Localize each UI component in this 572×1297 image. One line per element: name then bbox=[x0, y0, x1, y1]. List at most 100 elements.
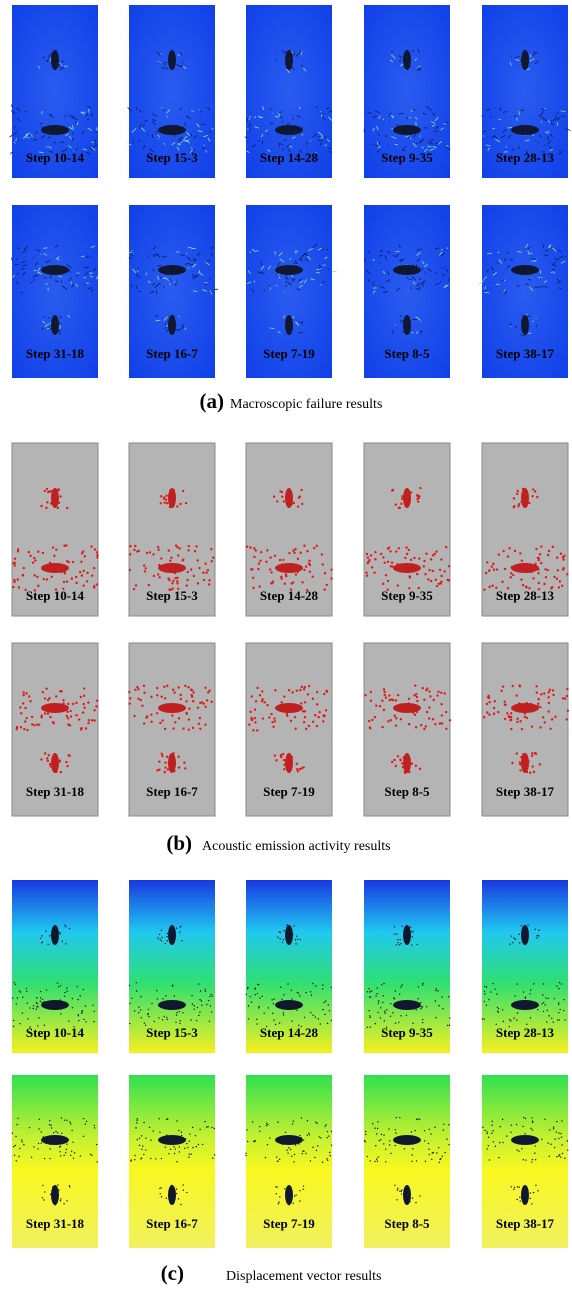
hole bbox=[393, 125, 421, 135]
ae-event bbox=[306, 550, 308, 552]
crack-point bbox=[327, 1137, 328, 1138]
crack-point bbox=[295, 1144, 296, 1145]
crack-point bbox=[182, 1184, 183, 1185]
ae-event bbox=[430, 558, 432, 560]
crack-point bbox=[305, 992, 306, 993]
hole bbox=[51, 753, 59, 773]
ae-event bbox=[552, 689, 554, 691]
crack-point bbox=[160, 1193, 161, 1194]
crack-point bbox=[525, 1159, 526, 1160]
ae-event bbox=[178, 766, 180, 768]
crack-point bbox=[259, 1126, 260, 1127]
ae-event bbox=[282, 559, 284, 561]
ae-event bbox=[440, 703, 442, 705]
crack-point bbox=[502, 1142, 503, 1143]
ae-event bbox=[283, 759, 285, 761]
ae-event bbox=[248, 723, 250, 725]
crack-point bbox=[326, 1158, 327, 1159]
ae-event bbox=[535, 548, 537, 550]
ae-event bbox=[485, 572, 487, 574]
hole bbox=[51, 488, 59, 508]
ae-event bbox=[395, 699, 397, 701]
crack-point bbox=[162, 1019, 163, 1020]
crack-point bbox=[411, 931, 412, 932]
crack-point bbox=[545, 997, 546, 998]
ae-event bbox=[387, 561, 389, 563]
crack-point bbox=[170, 1149, 171, 1150]
ae-event bbox=[93, 709, 95, 711]
crack-point bbox=[514, 995, 515, 996]
crack-point bbox=[511, 935, 512, 936]
crack-point bbox=[488, 999, 489, 1000]
crack-point bbox=[129, 985, 130, 986]
crack bbox=[91, 142, 94, 143]
ae-event bbox=[129, 697, 131, 699]
ae-event bbox=[134, 689, 136, 691]
crack bbox=[556, 258, 557, 259]
ae-event bbox=[52, 721, 54, 723]
ae-event bbox=[172, 727, 174, 729]
crack-point bbox=[544, 1119, 545, 1120]
ae-event bbox=[511, 762, 513, 764]
ae-event bbox=[447, 579, 449, 581]
ae-event bbox=[90, 545, 92, 547]
crack-point bbox=[525, 1118, 526, 1119]
crack-point bbox=[60, 1013, 61, 1014]
ae-event bbox=[22, 702, 24, 704]
ae-event bbox=[284, 583, 286, 585]
ae-event bbox=[204, 562, 206, 564]
crack-point bbox=[492, 983, 493, 984]
crack-point bbox=[39, 1119, 40, 1120]
crack-point bbox=[60, 933, 61, 934]
crack-point bbox=[547, 1010, 548, 1011]
crack-point bbox=[541, 1139, 542, 1140]
crack-point bbox=[245, 1153, 246, 1154]
ae-event bbox=[367, 561, 369, 563]
crack-point bbox=[61, 1133, 62, 1134]
crack-point bbox=[549, 1129, 550, 1130]
crack-point bbox=[322, 1009, 323, 1010]
ae-event bbox=[44, 490, 46, 492]
crack-point bbox=[259, 1131, 260, 1132]
crack bbox=[87, 119, 89, 120]
crack-point bbox=[486, 1148, 487, 1149]
ae-event bbox=[483, 589, 485, 591]
crack bbox=[559, 150, 560, 151]
ae-event bbox=[423, 560, 425, 562]
crack-point bbox=[148, 1016, 149, 1017]
ae-event bbox=[176, 577, 178, 579]
hole bbox=[393, 1135, 421, 1145]
ae-event bbox=[428, 706, 430, 708]
crack-point bbox=[147, 1014, 148, 1015]
crack-point bbox=[331, 1020, 332, 1021]
crack-point bbox=[567, 1140, 568, 1141]
crack-point bbox=[74, 1152, 75, 1153]
ae-event bbox=[488, 586, 490, 588]
crack-point bbox=[494, 988, 495, 989]
hole bbox=[168, 50, 176, 70]
ae-event bbox=[208, 583, 210, 585]
ae-event bbox=[65, 544, 67, 546]
ae-event bbox=[150, 721, 152, 723]
crack-point bbox=[500, 1126, 501, 1127]
crack-point bbox=[537, 1009, 538, 1010]
ae-event bbox=[553, 576, 555, 578]
crack-point bbox=[530, 989, 531, 990]
step-label: Step 16-7 bbox=[146, 346, 198, 361]
crack-point bbox=[412, 1154, 413, 1155]
crack-point bbox=[64, 995, 65, 996]
ae-event bbox=[381, 700, 383, 702]
ae-event bbox=[428, 717, 430, 719]
ae-event bbox=[146, 715, 148, 717]
crack-point bbox=[396, 944, 397, 945]
ae-event bbox=[14, 558, 16, 560]
crack-point bbox=[57, 983, 58, 984]
ae-event bbox=[311, 575, 313, 577]
crack-point bbox=[395, 1129, 396, 1130]
crack-point bbox=[49, 1158, 50, 1159]
hole bbox=[158, 703, 186, 713]
ae-event bbox=[203, 703, 205, 705]
crack-point bbox=[561, 983, 562, 984]
crack-point bbox=[482, 1127, 483, 1128]
crack-point bbox=[78, 1015, 79, 1016]
